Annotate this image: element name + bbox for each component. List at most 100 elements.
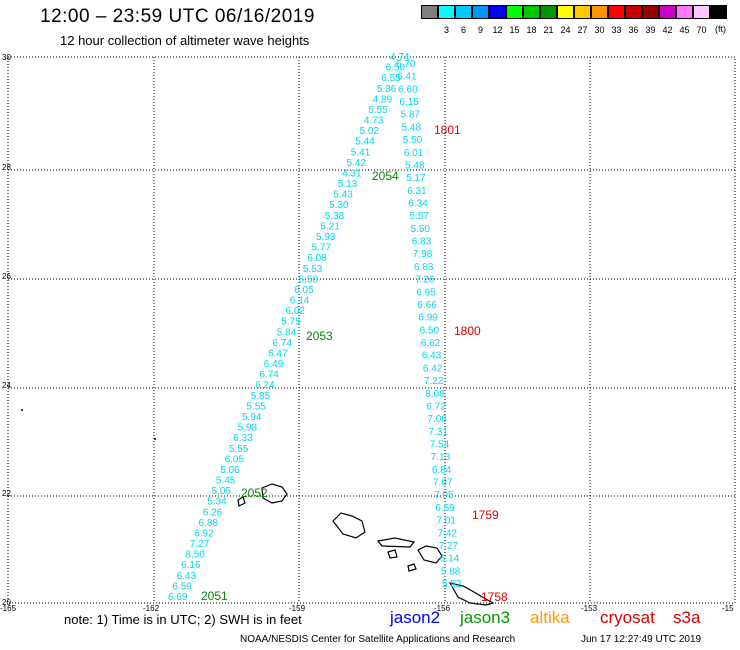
hawaiian-islands: [237, 483, 495, 606]
wave-height-value: 5.85: [251, 391, 271, 402]
wave-height-value: 6.16: [181, 560, 201, 571]
wave-height-value: 5.36: [377, 84, 397, 95]
wave-height-value: 6.31: [407, 186, 427, 197]
island-oahu: [332, 512, 366, 539]
wave-height-value: 6.55: [381, 73, 401, 84]
map-frame: [7, 56, 736, 604]
legend-swatch: [489, 5, 506, 19]
footer-note: note: 1) Time is in UTC; 2) SWH is in fe…: [64, 612, 302, 627]
sat-altika: altika: [530, 608, 570, 627]
wave-height-value: 7.54: [430, 440, 450, 451]
legend-label: 27: [577, 25, 588, 35]
lon-tick-label: -165: [0, 604, 17, 613]
legend-label: 33: [611, 25, 622, 35]
wave-height-value: 6.70: [396, 59, 416, 70]
track-west: 4.746.506.555.364.895.554.735.025.445.41…: [168, 52, 410, 603]
wave-height-value: 6.05: [225, 454, 245, 465]
wave-height-value: 7.98: [413, 249, 433, 260]
wave-height-value: 7.42: [438, 528, 458, 539]
wave-height-value: 6.59: [435, 503, 455, 514]
wave-height-value: 6.88: [199, 518, 219, 529]
lat-tick-label: 28: [2, 163, 11, 172]
wave-height-value: 5.52: [442, 579, 462, 590]
wave-height-value: 6.74: [273, 338, 293, 349]
wave-height-value: 6.24: [255, 380, 275, 391]
wave-height-value: 7.31: [429, 427, 449, 438]
wave-height-value: 5.38: [325, 211, 345, 222]
wave-height-value: 6.41: [397, 72, 417, 83]
wave-height-value: 5.77: [312, 243, 332, 254]
wave-height-value: 4.73: [364, 116, 384, 127]
lat-tick-label: 24: [2, 381, 11, 390]
wave-height-value: 6.49: [264, 359, 284, 370]
wave-height-value: 5.55: [229, 444, 249, 455]
legend-swatch: [642, 5, 659, 19]
wave-height-value: 6.99: [418, 313, 438, 324]
wave-height-value: 5.50: [299, 274, 319, 285]
wave-height-value: 6.60: [398, 84, 418, 95]
wave-height-value: 6.43: [177, 571, 197, 582]
wave-height-value: 7.27: [439, 541, 459, 552]
wave-height-value: 6.02: [286, 306, 306, 317]
legend-label: 70: [696, 25, 707, 35]
wave-height-value: 7.07: [433, 478, 453, 489]
legend-swatch: [506, 5, 523, 19]
wave-height-value: 6.95: [416, 287, 436, 298]
wave-height-value: 6.14: [290, 296, 310, 307]
wave-height-value: 6.84: [432, 465, 452, 476]
legend-label: 9: [477, 25, 483, 35]
lat-tick-label: 30: [2, 53, 11, 62]
sat-jason2: jason2: [390, 608, 441, 627]
wave-height-value: 6.42: [423, 363, 443, 374]
legend-label: 6: [460, 25, 466, 35]
wave-height-value: 7.01: [436, 516, 456, 527]
wave-height-value: 5.84: [277, 327, 297, 338]
wave-height-value: 5.50: [403, 135, 423, 146]
legend-swatch: [438, 5, 455, 19]
legend-swatch: [659, 5, 676, 19]
legend-label: 15: [509, 25, 520, 35]
wave-height-value: 6.15: [399, 97, 419, 108]
lon-tick-label: -153: [581, 604, 598, 613]
wave-height-value: 5.48: [402, 122, 422, 133]
wave-height-value: 6.50: [420, 325, 440, 336]
wave-height-value: 5.06: [220, 465, 240, 476]
wave-height-value: 5.98: [238, 423, 258, 434]
wave-height-value: 7.13: [431, 452, 451, 463]
lon-tick-label: -15: [722, 604, 734, 613]
wave-height-value: 5.41: [351, 147, 371, 158]
wave-height-value: 5.05: [212, 486, 232, 497]
wave-height-value: 5.43: [333, 190, 353, 201]
legend-swatch: [625, 5, 642, 19]
legend-units: (ft): [715, 24, 726, 34]
island-dot-1: [21, 409, 23, 411]
wave-height-value: 6.34: [408, 199, 428, 210]
wave-height-value: 5.44: [355, 137, 375, 148]
legend-label: 21: [543, 25, 554, 35]
pass-time-label: 1800: [454, 324, 481, 338]
wave-height-value: 5.50: [411, 224, 431, 235]
wave-height-value: 5.53: [303, 264, 323, 275]
wave-height-value: 6.05: [294, 285, 314, 296]
lon-tick-label: -156: [434, 604, 451, 613]
wave-height-value: 5.21: [320, 221, 340, 232]
footer-credit: NOAA/NESDIS Center for Satellite Applica…: [240, 634, 516, 645]
legend-label: 24: [560, 25, 571, 35]
wave-height-value: 6.14: [440, 554, 460, 565]
wave-height-value: 6.83: [414, 262, 434, 273]
wave-height-value: 6.66: [417, 300, 437, 311]
legend-swatch: [574, 5, 591, 19]
wave-height-value: 7.06: [427, 414, 447, 425]
wave-height-value: 5.87: [401, 110, 421, 121]
wave-height-value: 6.01: [404, 148, 424, 159]
pass-time-label: 2052: [241, 486, 268, 500]
wave-height-value: 5.55: [368, 105, 388, 116]
legend-swatch: [472, 5, 489, 19]
wave-height-value: 7.22: [424, 376, 444, 387]
lon-tick-label: -162: [143, 604, 160, 613]
wave-height-value: 5.17: [406, 173, 426, 184]
legend-label: 30: [594, 25, 605, 35]
wave-height-value: 5.88: [441, 566, 461, 577]
wave-height-value: 5.55: [246, 401, 266, 412]
island-lanai: [387, 549, 398, 559]
